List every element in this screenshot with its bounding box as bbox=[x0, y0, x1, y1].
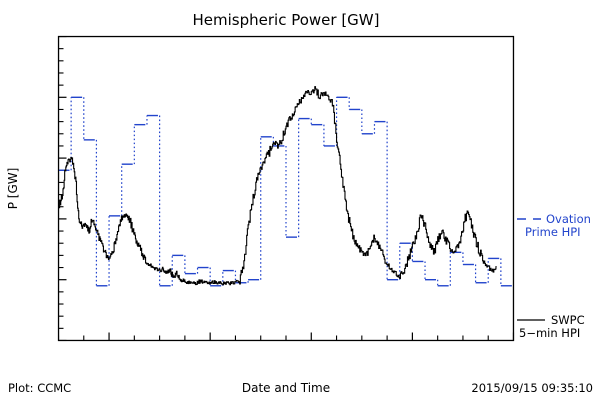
y-axis-label: P [GW] bbox=[6, 168, 20, 210]
legend-swpc-label-line2: 5−min HPI bbox=[519, 326, 580, 340]
legend-swpc-label-line1: SWPC bbox=[551, 313, 585, 327]
series-ovation-prime-hpi bbox=[58, 96, 514, 287]
x-axis-label: Date and Time bbox=[242, 381, 330, 395]
footer-timestamp: 2015/09/15 09:35:10 bbox=[471, 381, 593, 395]
clip-top bbox=[0, 0, 600, 36]
legend-ovation-label-line2: Prime HPI bbox=[525, 225, 581, 239]
page-title: Hemispheric Power [GW] bbox=[193, 11, 380, 29]
clip-left bbox=[0, 0, 58, 400]
legend-ovation-label-line1: Ovation bbox=[546, 212, 591, 226]
axes-frame-top bbox=[57, 35, 515, 342]
clip-bottom bbox=[0, 341, 600, 400]
footer-plot-credit: Plot: CCMC bbox=[8, 381, 71, 395]
clip-right bbox=[514, 0, 600, 400]
axes-frame bbox=[57, 35, 515, 342]
series-swpc-5min-hpi bbox=[58, 86, 497, 286]
